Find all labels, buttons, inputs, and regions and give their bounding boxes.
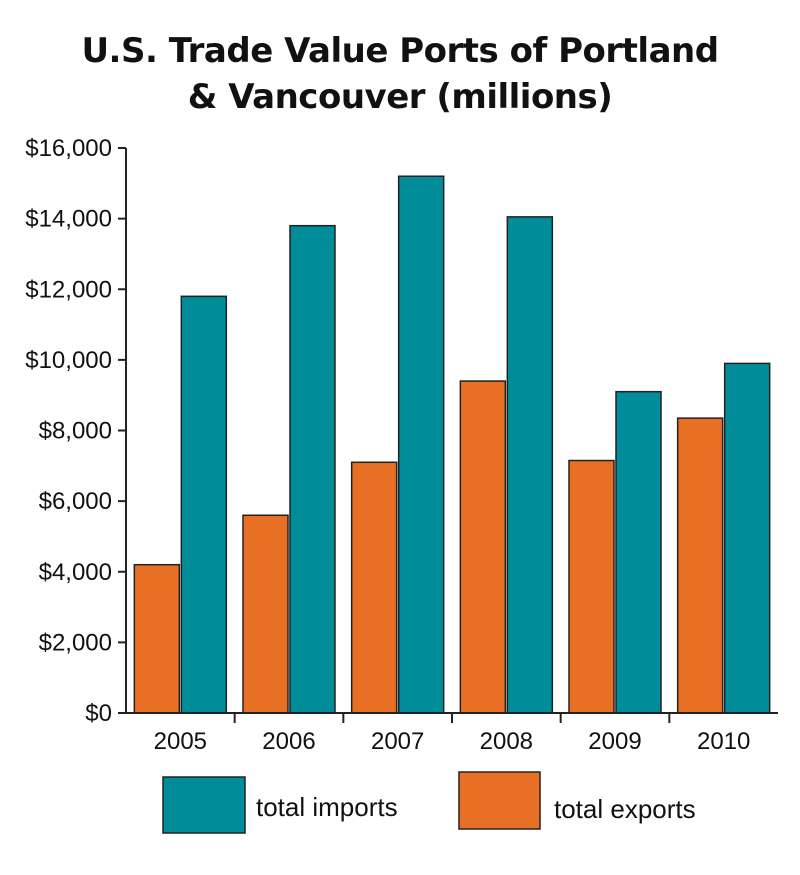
bar-total-imports-2006 <box>289 224 336 714</box>
y-tick-label: $12,000 <box>25 276 112 303</box>
bar-total-exports-2006 <box>242 514 289 714</box>
bar-total-imports-2007 <box>397 175 445 714</box>
bar-group-2008 <box>459 216 554 714</box>
bar-total-imports-2010 <box>723 362 771 714</box>
bar-total-exports-2005 <box>133 563 181 714</box>
y-tick-label: $0 <box>85 700 112 727</box>
bar-group-2009 <box>568 390 662 714</box>
x-axis: 2005 2006 2007 2008 2009 2010 <box>126 712 778 755</box>
chart-title-line-1: U.S. Trade Value Ports of Portland <box>81 31 719 71</box>
x-tick-label: 2006 <box>262 728 315 755</box>
x-tick-label: 2005 <box>154 728 207 755</box>
y-tick-label: $14,000 <box>25 206 112 233</box>
y-tick-label: $8,000 <box>39 418 112 445</box>
bars <box>133 175 771 714</box>
legend: total imports total exports <box>162 771 696 834</box>
bar-total-imports-2005 <box>180 295 228 714</box>
bar-total-exports-2007 <box>350 461 398 714</box>
legend-label: total imports <box>256 792 398 822</box>
y-tick-label: $2,000 <box>39 629 112 656</box>
y-tick-label: $10,000 <box>25 347 112 374</box>
bar-total-exports-2008 <box>459 380 507 714</box>
bar-total-exports-2010 <box>676 417 724 714</box>
legend-swatch <box>458 771 541 830</box>
bar-total-imports-2008 <box>506 216 554 714</box>
chart-title: U.S. Trade Value Ports of Portland & Van… <box>0 28 800 120</box>
bar-total-exports-2009 <box>568 459 615 714</box>
chart-title-line-2: & Vancouver (millions) <box>187 77 613 117</box>
x-tick-label: 2010 <box>697 728 750 755</box>
x-tick-label: 2008 <box>480 728 533 755</box>
y-tick-label: $6,000 <box>39 488 112 515</box>
legend-label: total exports <box>554 794 696 824</box>
legend-item-total-imports: total imports <box>162 776 398 834</box>
bar-group-2006 <box>242 224 336 714</box>
x-tick-label: 2007 <box>371 728 424 755</box>
legend-item-total-exports: total exports <box>458 771 696 830</box>
y-tick-label: $16,000 <box>25 135 112 162</box>
legend-swatch <box>162 776 246 834</box>
bar-group-2010 <box>676 362 771 714</box>
x-tick-label: 2009 <box>588 728 641 755</box>
bar-group-2007 <box>350 175 445 714</box>
y-tick-label: $4,000 <box>39 559 112 586</box>
bar-group-2005 <box>133 295 228 714</box>
y-axis: $0 $2,000 $4,000 $6,000 $8,000 $10,000 $12,000… <box>25 135 127 727</box>
bar-total-imports-2009 <box>615 390 662 714</box>
